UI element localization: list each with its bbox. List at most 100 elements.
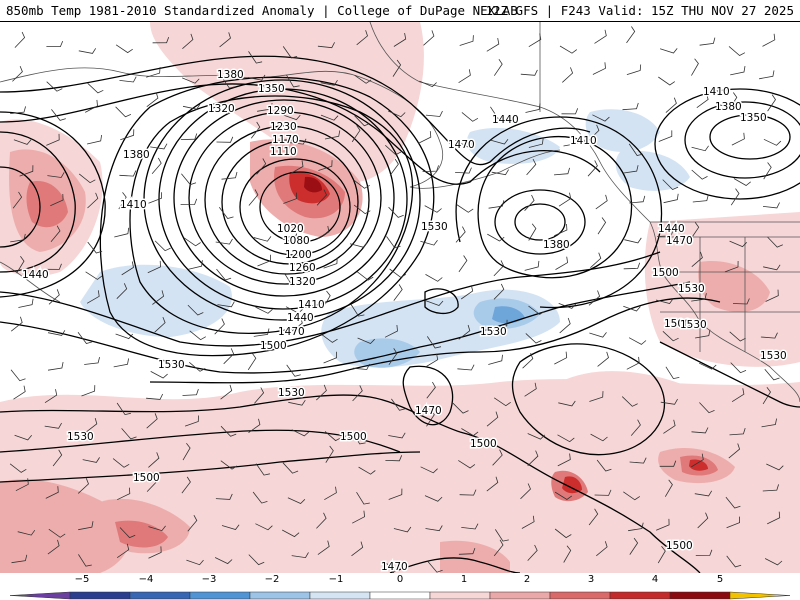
wind-barb bbox=[85, 99, 98, 113]
contour-label-c1440d: 1440 bbox=[658, 223, 685, 235]
wind-barb bbox=[186, 559, 204, 566]
wind-barb bbox=[116, 543, 130, 559]
contour-label-c1470b: 1470 bbox=[448, 139, 475, 151]
wind-barb bbox=[248, 51, 263, 64]
contour-label-c1200: 1200 bbox=[285, 249, 312, 261]
wind-barb bbox=[214, 557, 233, 565]
weather-map[interactable]: 1380 1350 1320 1290 1230 1170 1110 1020 1080 1200… bbox=[0, 22, 800, 573]
wind-barb bbox=[458, 324, 471, 340]
wind-barb bbox=[663, 193, 679, 204]
color-scale-tick-label: 4 bbox=[651, 574, 659, 585]
wind-barb bbox=[119, 170, 137, 177]
wind-barb bbox=[425, 300, 444, 306]
wind-barb bbox=[47, 172, 65, 178]
contour-label-c1410b: 1410 bbox=[120, 199, 147, 211]
wind-barb bbox=[695, 549, 713, 556]
wind-barb bbox=[320, 79, 338, 86]
wind-barb bbox=[761, 418, 777, 428]
contour-label-c1020: 1020 bbox=[277, 223, 304, 235]
wind-barb bbox=[624, 237, 642, 244]
wind-barb bbox=[82, 457, 100, 463]
wind-barb bbox=[148, 192, 162, 204]
wind-barb bbox=[221, 524, 240, 530]
wind-barb bbox=[528, 305, 546, 315]
wind-barb bbox=[730, 66, 746, 76]
wind-barb bbox=[628, 143, 644, 156]
wind-barb bbox=[665, 366, 680, 380]
contour-label-c1410a: 1410 bbox=[298, 299, 325, 311]
wind-barb bbox=[488, 354, 503, 365]
wind-barb bbox=[695, 329, 711, 339]
wind-barb bbox=[662, 179, 679, 190]
color-scale-tick-label: 2 bbox=[523, 574, 531, 585]
wind-barb bbox=[257, 103, 273, 112]
wind-barb bbox=[562, 67, 574, 83]
wind-barb bbox=[182, 388, 199, 396]
wind-barb bbox=[10, 233, 26, 243]
wind-barb bbox=[220, 460, 238, 470]
wind-barb bbox=[458, 460, 476, 469]
wind-barb bbox=[350, 304, 365, 317]
contour-label-c1500b: 1500 bbox=[340, 431, 367, 443]
wind-barb bbox=[730, 188, 740, 206]
wind-barb bbox=[626, 26, 636, 44]
wind-barb bbox=[388, 432, 406, 439]
wind-barb bbox=[767, 511, 781, 525]
wind-barb bbox=[189, 361, 206, 372]
wind-barb bbox=[461, 428, 479, 437]
contour-label-c1500a: 1500 bbox=[260, 340, 287, 352]
wind-barb bbox=[587, 160, 598, 177]
wind-barb bbox=[317, 42, 335, 49]
wind-barb bbox=[248, 74, 266, 81]
wind-barb bbox=[284, 274, 299, 287]
wind-barb bbox=[588, 290, 601, 306]
wind-barb bbox=[656, 518, 670, 531]
color-scale-legend: −5 −4 −3 −2 −1 0 1 2 3 4 5 bbox=[0, 573, 800, 600]
wind-barb bbox=[458, 255, 468, 273]
wind-barb bbox=[386, 236, 401, 249]
color-scale-tick-label: −2 bbox=[264, 574, 280, 585]
wind-barb bbox=[554, 351, 568, 365]
wind-barb bbox=[725, 496, 741, 509]
wind-barb bbox=[316, 225, 330, 240]
wind-barb bbox=[425, 110, 443, 117]
wind-barb bbox=[393, 33, 407, 47]
wind-barb bbox=[563, 137, 579, 147]
wind-barb bbox=[325, 445, 334, 463]
wind-barb bbox=[252, 491, 268, 504]
wind-barb bbox=[85, 271, 103, 280]
wind-barb bbox=[623, 262, 641, 270]
wind-barb bbox=[621, 396, 638, 407]
wind-barb bbox=[418, 131, 432, 144]
wind-barb bbox=[250, 121, 261, 139]
wind-barb bbox=[356, 491, 370, 505]
wind-barb bbox=[522, 352, 534, 369]
contour-label-c1530h: 1530 bbox=[680, 319, 707, 331]
wind-barb bbox=[553, 167, 570, 176]
contour-label-c1500f: 1500 bbox=[666, 540, 693, 552]
wind-barb bbox=[182, 33, 194, 50]
contour-label-c1530a: 1530 bbox=[158, 359, 185, 371]
wind-barb bbox=[19, 165, 34, 177]
wind-barb bbox=[84, 356, 100, 365]
wind-barb bbox=[85, 417, 98, 433]
wind-barb bbox=[419, 80, 437, 88]
wind-barb bbox=[187, 260, 203, 270]
wind-barb bbox=[87, 83, 104, 94]
wind-barb bbox=[422, 165, 439, 172]
wind-barb bbox=[690, 222, 700, 240]
wind-barb bbox=[622, 165, 639, 174]
wind-barb bbox=[527, 433, 546, 440]
wind-barb bbox=[352, 510, 366, 524]
color-scale-tick-label: 1 bbox=[460, 574, 468, 585]
product-title: 850mb Temp 1981-2010 Standardized Anomal… bbox=[6, 3, 518, 18]
wind-barb bbox=[733, 178, 751, 186]
wind-barb bbox=[728, 92, 738, 110]
wind-barb bbox=[692, 194, 709, 203]
wind-barb bbox=[558, 400, 576, 407]
wind-barb bbox=[388, 348, 398, 366]
wind-barb bbox=[554, 528, 572, 539]
wind-barb bbox=[146, 393, 164, 400]
